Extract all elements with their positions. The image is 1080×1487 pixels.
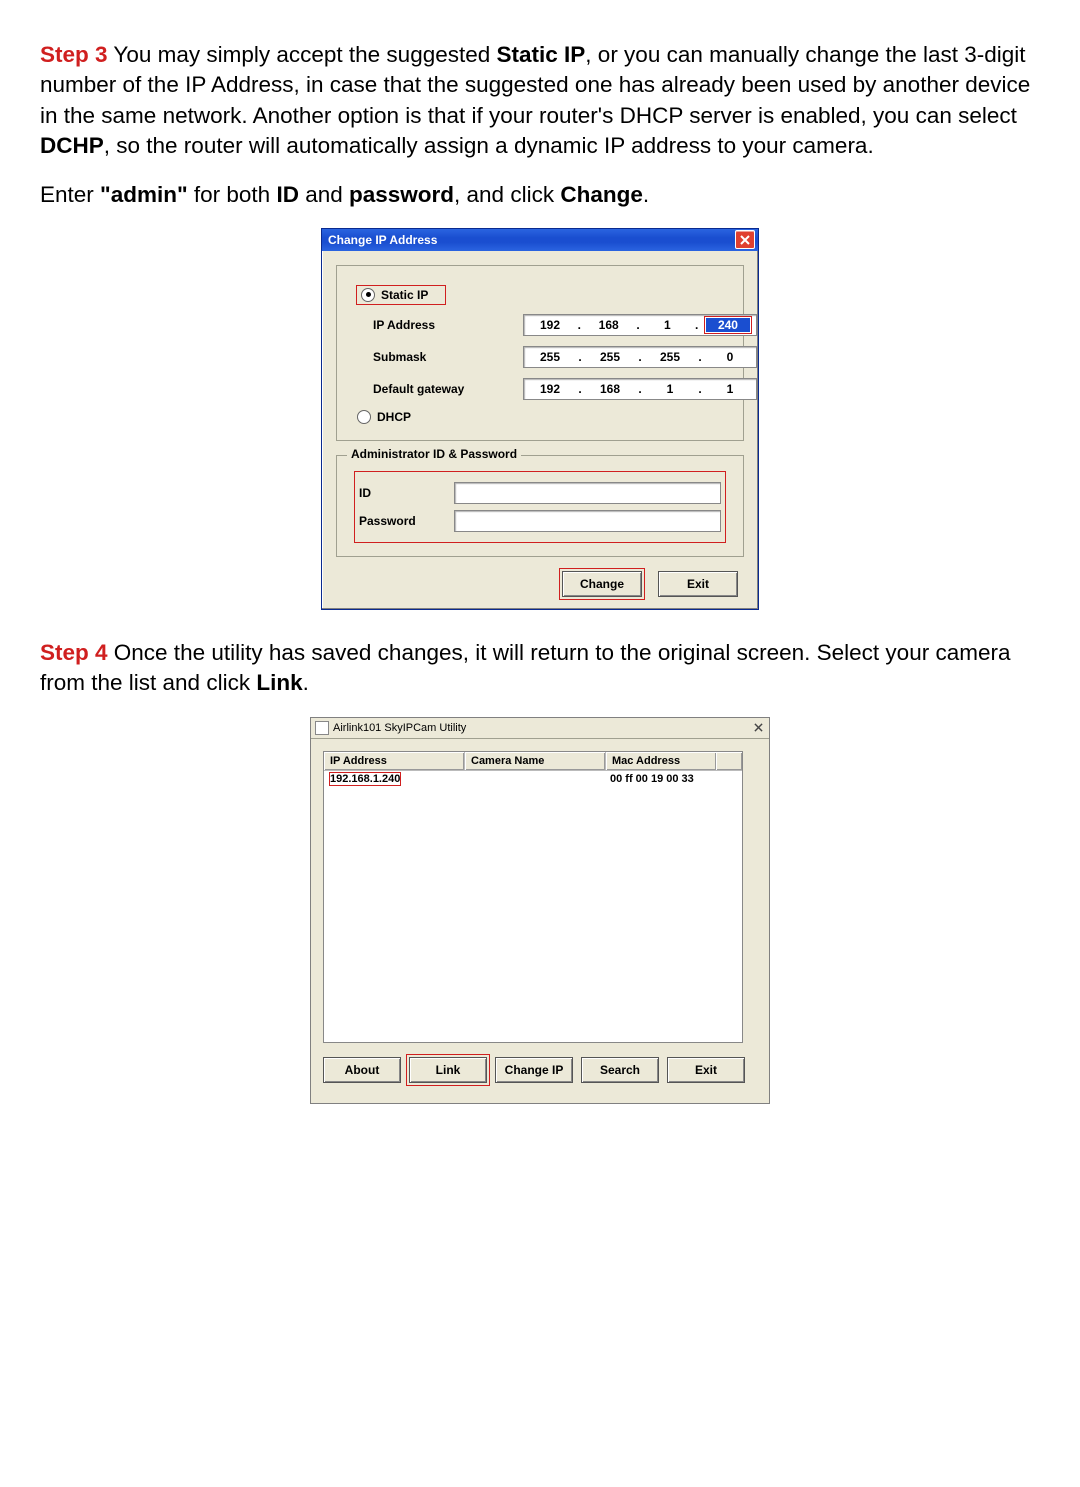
exit-button-2[interactable]: Exit: [667, 1057, 745, 1083]
submask-input[interactable]: 255. 255. 255. 0: [523, 346, 757, 368]
camera-list[interactable]: IP Address Camera Name Mac Address 192.1…: [323, 751, 743, 1043]
dialog1-button-row: Change Exit: [336, 571, 744, 599]
list-row[interactable]: 192.168.1.240 00 ff 00 19 00 33: [324, 771, 742, 787]
auth-groupbox: Administrator ID & Password ID Password: [336, 455, 744, 557]
change-ip-dialog: Change IP Address Static IP IP Address 1…: [321, 228, 759, 610]
about-button[interactable]: About: [323, 1057, 401, 1083]
utility-titlebar[interactable]: Airlink101 SkyIPCam Utility: [311, 718, 769, 739]
utility-close-button[interactable]: [751, 721, 765, 735]
step4-label: Step 4: [40, 640, 108, 665]
password-label: Password: [359, 514, 454, 528]
col-camera-name[interactable]: Camera Name: [465, 752, 606, 770]
skyipcam-utility-dialog: Airlink101 SkyIPCam Utility IP Address C…: [310, 717, 770, 1104]
exit-button[interactable]: Exit: [658, 571, 738, 597]
radio-unselected-icon: [357, 410, 371, 424]
titlebar[interactable]: Change IP Address: [322, 229, 758, 251]
gateway-input[interactable]: 192. 168. 1. 1: [523, 378, 757, 400]
radio-selected-icon: [361, 288, 375, 302]
step3-line2: Enter "admin" for both ID and password, …: [40, 180, 1040, 210]
change-ip-button[interactable]: Change IP: [495, 1057, 573, 1083]
list-rows: 192.168.1.240 00 ff 00 19 00 33: [324, 771, 742, 1042]
link-button[interactable]: Link: [409, 1057, 487, 1083]
row-ip-highlighted: 192.168.1.240: [330, 773, 400, 785]
list-header: IP Address Camera Name Mac Address: [324, 752, 742, 771]
row-mac: 00 ff 00 19 00 33: [604, 771, 742, 787]
col-ip[interactable]: IP Address: [324, 752, 465, 770]
auth-legend: Administrator ID & Password: [347, 447, 521, 461]
password-input[interactable]: [454, 510, 721, 532]
step4-paragraph: Step 4 Once the utility has saved change…: [40, 638, 1040, 699]
change-button[interactable]: Change: [562, 571, 642, 597]
app-icon: [315, 721, 329, 735]
dialog-title: Change IP Address: [328, 233, 437, 247]
id-label: ID: [359, 486, 454, 500]
ip-address-label: IP Address: [373, 318, 523, 332]
dhcp-radio[interactable]: DHCP: [357, 410, 725, 424]
close-button[interactable]: [735, 230, 755, 249]
search-button[interactable]: Search: [581, 1057, 659, 1083]
ip-groupbox: Static IP IP Address 192. 168. 1. 240 Su…: [336, 265, 744, 441]
col-tail: [716, 752, 742, 770]
utility-title: Airlink101 SkyIPCam Utility: [333, 722, 466, 734]
static-ip-radio[interactable]: Static IP: [357, 286, 445, 304]
close-icon: [754, 723, 763, 732]
step3-label: Step 3: [40, 42, 108, 67]
submask-label: Submask: [373, 350, 523, 364]
step3-paragraph: Step 3 You may simply accept the suggest…: [40, 40, 1040, 162]
id-input[interactable]: [454, 482, 721, 504]
ip-last-octet-highlighted[interactable]: 240: [706, 318, 750, 332]
static-ip-label: Static IP: [381, 288, 428, 302]
ip-address-input[interactable]: 192. 168. 1. 240: [523, 314, 757, 336]
utility-button-row: About Link Change IP Search Exit: [323, 1057, 757, 1083]
ip-fields-grid: IP Address 192. 168. 1. 240 Submask 255.…: [373, 314, 725, 400]
gateway-label: Default gateway: [373, 382, 523, 396]
auth-highlight: ID Password: [355, 472, 725, 542]
col-mac[interactable]: Mac Address: [606, 752, 716, 770]
dhcp-label: DHCP: [377, 410, 411, 424]
close-icon: [740, 235, 750, 245]
row-camera-name: [464, 771, 604, 787]
